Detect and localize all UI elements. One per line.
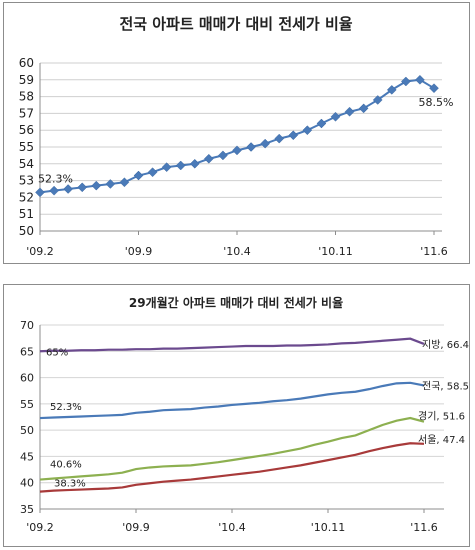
data-point xyxy=(63,184,73,194)
data-label-start: 65% xyxy=(46,347,68,358)
data-point xyxy=(147,167,158,178)
x-tick-label: '10.4 xyxy=(223,245,251,258)
data-point xyxy=(175,160,186,171)
data-label-start: 40.6% xyxy=(50,460,82,471)
data-point xyxy=(35,187,45,198)
data-point xyxy=(386,85,397,95)
data-point xyxy=(133,170,144,181)
chart-panel-regional: 29개월간 아파트 매매가 대비 전세가 비율 35 40 45 50 55 60 65 70… xyxy=(3,284,470,547)
data-label-last: 58.5% xyxy=(419,96,454,109)
data-point xyxy=(415,74,425,85)
y-tick-label: 70 xyxy=(20,319,34,332)
y-tick-label: 51 xyxy=(19,207,34,221)
data-label-end: 서울, 47.4 xyxy=(418,434,465,446)
y-tick-label: 58 xyxy=(19,90,34,104)
y-tick-label: 60 xyxy=(20,372,34,385)
data-point xyxy=(232,145,242,156)
series-line-1 xyxy=(39,381,425,420)
chart-panel-national: 전국 아파트 매매가 대비 전세가 비율 50 51 52 53 54 55 56 57 58 5… xyxy=(3,2,470,264)
data-point xyxy=(246,142,256,152)
y-tick-label: 50 xyxy=(20,424,34,437)
y-tick-label: 59 xyxy=(19,73,34,87)
y-tick-label: 35 xyxy=(20,503,34,516)
data-point xyxy=(429,83,439,94)
data-point xyxy=(330,111,341,122)
chart-title: 전국 아파트 매매가 대비 전세가 비율 xyxy=(119,15,352,33)
data-point xyxy=(274,133,285,144)
data-label-end: 전국, 58.5 xyxy=(422,380,469,392)
x-tick-label: '09.2 xyxy=(26,521,54,534)
chart-national-ratio: 전국 아파트 매매가 대비 전세가 비율 50 51 52 53 54 55 56 57 58 5… xyxy=(19,15,454,258)
y-tick-label: 60 xyxy=(19,56,34,70)
data-point xyxy=(358,103,369,114)
series-line-0 xyxy=(39,337,425,353)
x-tick-label: '10.11 xyxy=(318,245,353,258)
y-tick-label: 65 xyxy=(20,345,34,358)
data-point xyxy=(105,179,116,189)
series-line-3 xyxy=(39,442,425,493)
y-tick-label: 45 xyxy=(20,450,34,463)
y-tick-label: 53 xyxy=(19,174,34,188)
data-label-end: 경기, 51.6 xyxy=(418,410,465,423)
y-tick-label: 56 xyxy=(19,123,34,137)
data-point xyxy=(119,177,130,188)
y-tick-label: 55 xyxy=(19,140,34,154)
data-point xyxy=(189,158,200,169)
y-tick-label: 50 xyxy=(19,224,34,238)
y-tick-label: 40 xyxy=(20,477,34,490)
y-tick-label: 52 xyxy=(19,190,34,204)
chart-regional-ratio: 29개월간 아파트 매매가 대비 전세가 비율 35 40 45 50 55 60 65 70… xyxy=(20,295,469,534)
data-point xyxy=(161,162,172,173)
data-label-start: 38.3% xyxy=(54,479,86,490)
data-point xyxy=(260,138,270,149)
data-point xyxy=(218,150,228,161)
data-label-end: 지방, 66.4 xyxy=(422,339,469,351)
data-point xyxy=(344,106,355,117)
series-line-2 xyxy=(39,416,425,481)
data-point xyxy=(49,185,59,196)
x-tick-label: '09.9 xyxy=(122,521,150,534)
data-point xyxy=(91,180,102,191)
data-point xyxy=(288,130,299,141)
data-point xyxy=(401,76,411,87)
y-tick-label: 55 xyxy=(20,398,34,411)
y-tick-label: 57 xyxy=(19,106,34,120)
data-point xyxy=(302,125,313,136)
data-point xyxy=(316,118,327,129)
x-tick-label: '10.11 xyxy=(311,521,346,534)
x-tick-label: '11.6 xyxy=(410,521,438,534)
x-tick-label: '09.9 xyxy=(125,245,153,258)
chart-title: 29개월간 아파트 매매가 대비 전세가 비율 xyxy=(129,295,343,310)
x-tick-label: '11.6 xyxy=(420,245,448,258)
y-tick-label: 54 xyxy=(19,157,34,171)
data-point xyxy=(204,153,214,164)
data-label-first: 52.3% xyxy=(38,172,73,185)
data-point xyxy=(372,95,383,105)
data-label-start: 52.3% xyxy=(50,402,82,413)
x-tick-label: '09.2 xyxy=(26,245,54,258)
data-point xyxy=(77,182,88,193)
x-tick-label: '10.4 xyxy=(218,521,246,534)
